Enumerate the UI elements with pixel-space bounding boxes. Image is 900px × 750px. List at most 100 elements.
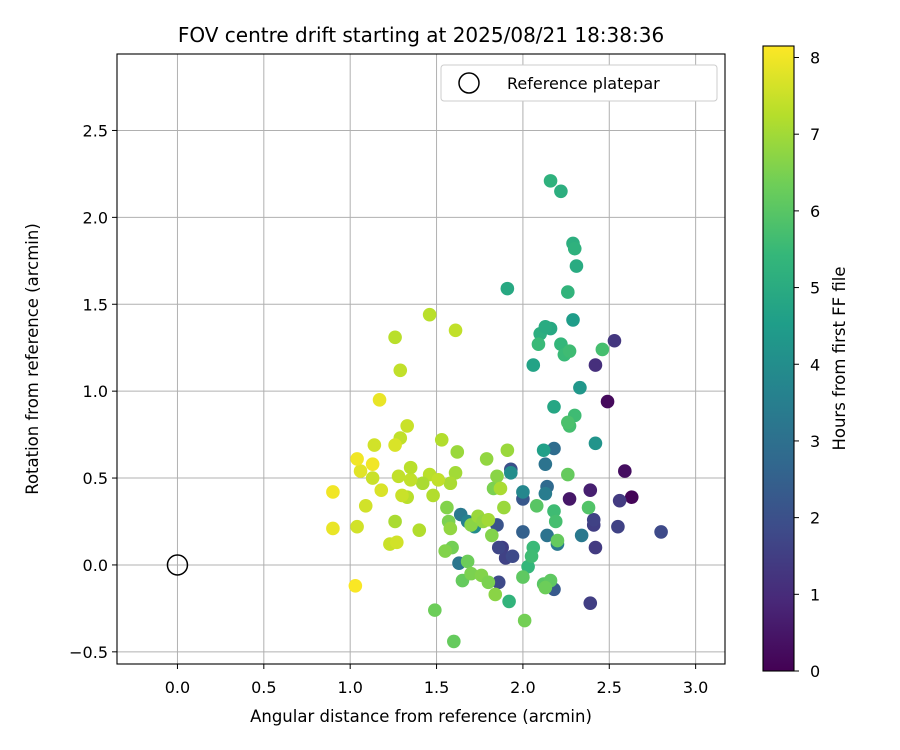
data-point (574, 528, 589, 543)
data-point (348, 578, 363, 593)
colorbar-tick-label: 5 (810, 279, 820, 298)
data-point (561, 467, 575, 482)
data-point (490, 469, 504, 484)
data-point (374, 483, 389, 498)
data-point (554, 184, 568, 199)
data-point (493, 481, 508, 496)
data-point (481, 575, 496, 590)
plot-area-frame (116, 53, 726, 665)
data-point (583, 483, 598, 498)
data-point (479, 452, 494, 466)
data-point (521, 559, 535, 574)
data-point (547, 399, 561, 414)
data-point (440, 500, 454, 515)
data-point (516, 525, 530, 539)
data-point (547, 441, 561, 456)
data-point (403, 460, 418, 475)
y-tick-label: 2.5 (83, 121, 108, 140)
reference-point-marker (166, 554, 189, 576)
data-point (588, 436, 603, 451)
data-point (607, 333, 622, 348)
y-tick-label: 2.0 (83, 208, 108, 227)
data-point (517, 613, 532, 628)
data-point (485, 528, 499, 543)
data-point (353, 464, 368, 478)
grid (117, 54, 725, 664)
colorbar-tick-label: 4 (810, 355, 820, 374)
data-point (481, 512, 496, 527)
data-point (448, 323, 463, 338)
data-point (426, 488, 440, 503)
y-axis-label: Rotation from reference (arcmin) (23, 223, 42, 495)
data-point (415, 476, 430, 491)
y-tick-label: 0.0 (83, 556, 108, 575)
data-point (400, 419, 414, 433)
data-point (326, 485, 340, 499)
data-point (526, 358, 541, 372)
x-tick-label: 0.0 (165, 678, 190, 697)
chart-title: FOV centre drift starting at 2025/08/21 … (178, 23, 664, 47)
data-point (488, 587, 503, 602)
data-point (450, 445, 465, 459)
data-point (388, 330, 402, 345)
x-axis-ticks: 0.0 0.5 1.0 1.5 2.0 2.5 3.0 (165, 664, 708, 697)
data-point (443, 476, 458, 491)
data-point (395, 488, 409, 503)
data-point (567, 241, 582, 256)
data-point (566, 313, 580, 327)
legend-marker-icon (458, 72, 480, 94)
colorbar-tick-label: 3 (810, 432, 820, 451)
data-point (365, 471, 380, 485)
data-point (502, 594, 516, 609)
data-point (586, 512, 601, 527)
x-tick-label: 0.5 (251, 678, 276, 697)
colorbar (762, 45, 795, 672)
data-point (562, 344, 577, 358)
data-point (365, 457, 380, 471)
data-point (600, 394, 615, 409)
data-point (422, 307, 437, 322)
data-point (516, 570, 530, 584)
data-point (531, 337, 546, 352)
x-tick-label: 2.5 (597, 678, 622, 697)
data-point (350, 452, 364, 466)
data-point (562, 492, 577, 506)
colorbar-tick-label: 8 (810, 49, 820, 68)
data-point (548, 514, 563, 529)
data-point (538, 486, 553, 501)
data-point (388, 514, 402, 529)
data-point (491, 540, 506, 555)
data-point (505, 549, 520, 564)
data-point (516, 485, 530, 499)
y-tick-label: 1.0 (83, 382, 108, 401)
y-tick-label: 0.5 (83, 469, 108, 488)
data-point (367, 438, 382, 452)
colorbar-tick-label: 6 (810, 202, 820, 221)
data-point (372, 393, 387, 407)
x-tick-label: 3.0 (683, 678, 708, 697)
y-tick-label: −0.5 (69, 643, 108, 662)
data-point (595, 342, 610, 357)
data-point (624, 490, 639, 504)
data-point (497, 500, 511, 515)
data-point (403, 472, 418, 487)
colorbar-tick-label: 1 (810, 585, 820, 604)
data-point (538, 320, 553, 334)
data-point (550, 533, 565, 548)
data-point (569, 259, 584, 273)
legend: Reference platepar (440, 64, 718, 102)
data-point (611, 519, 625, 534)
colorbar-tick-label: 0 (810, 662, 820, 681)
data-point (524, 549, 539, 564)
data-point (536, 443, 551, 458)
data-point (447, 634, 461, 649)
data-point (547, 504, 561, 518)
data-point (618, 464, 632, 478)
data-point (431, 472, 446, 487)
data-point (500, 443, 515, 458)
x-tick-label: 1.0 (337, 678, 362, 697)
colorbar-tick-label: 7 (810, 125, 820, 144)
x-tick-label: 1.5 (424, 678, 449, 697)
data-point (581, 500, 596, 515)
